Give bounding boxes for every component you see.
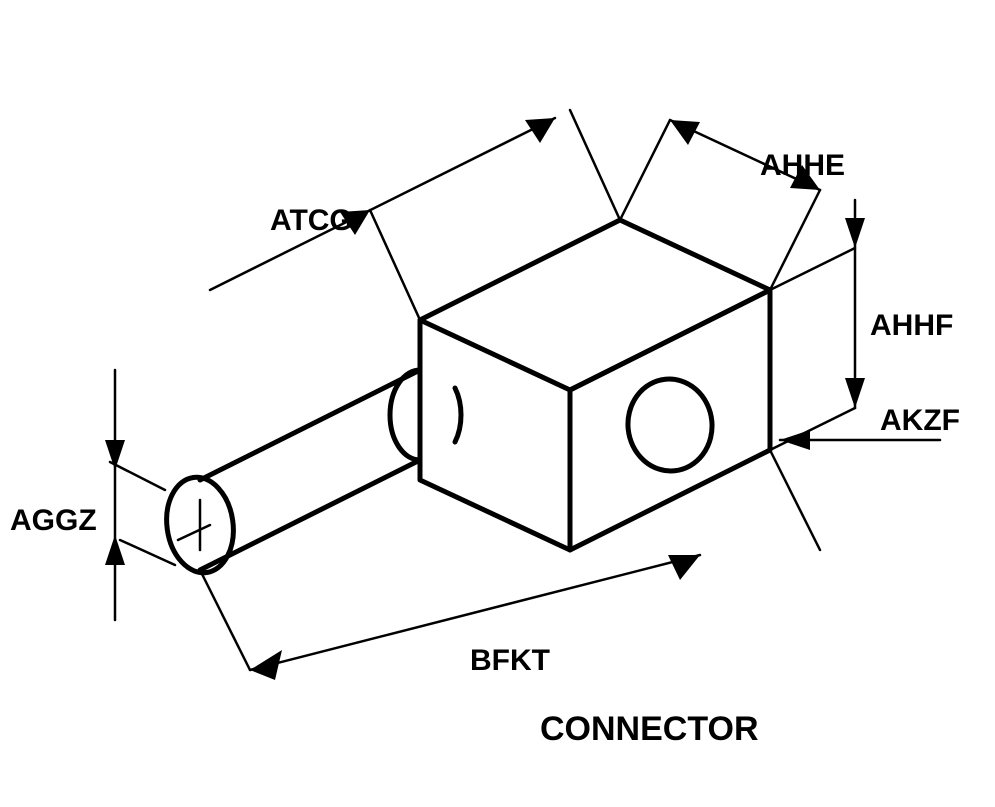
label-ahhf: AHHF [870, 309, 953, 342]
labels: ATCG AHHE AHHF AKZF BFKT AGGZ CONNECTOR [10, 149, 960, 748]
dim-aggz [105, 370, 175, 620]
connector-diagram: ATCG AHHE AHHF AKZF BFKT AGGZ CONNECTOR [0, 0, 995, 807]
connector-body [161, 220, 770, 577]
label-ahhe: AHHE [760, 149, 845, 182]
diagram-title: CONNECTOR [540, 710, 759, 748]
label-atcg: ATCG [270, 204, 353, 237]
label-akzf: AKZF [880, 404, 960, 437]
dim-ahhf [770, 200, 865, 450]
label-bfkt: BFKT [470, 644, 550, 677]
label-aggz: AGGZ [10, 504, 97, 537]
dimensions [105, 110, 940, 680]
